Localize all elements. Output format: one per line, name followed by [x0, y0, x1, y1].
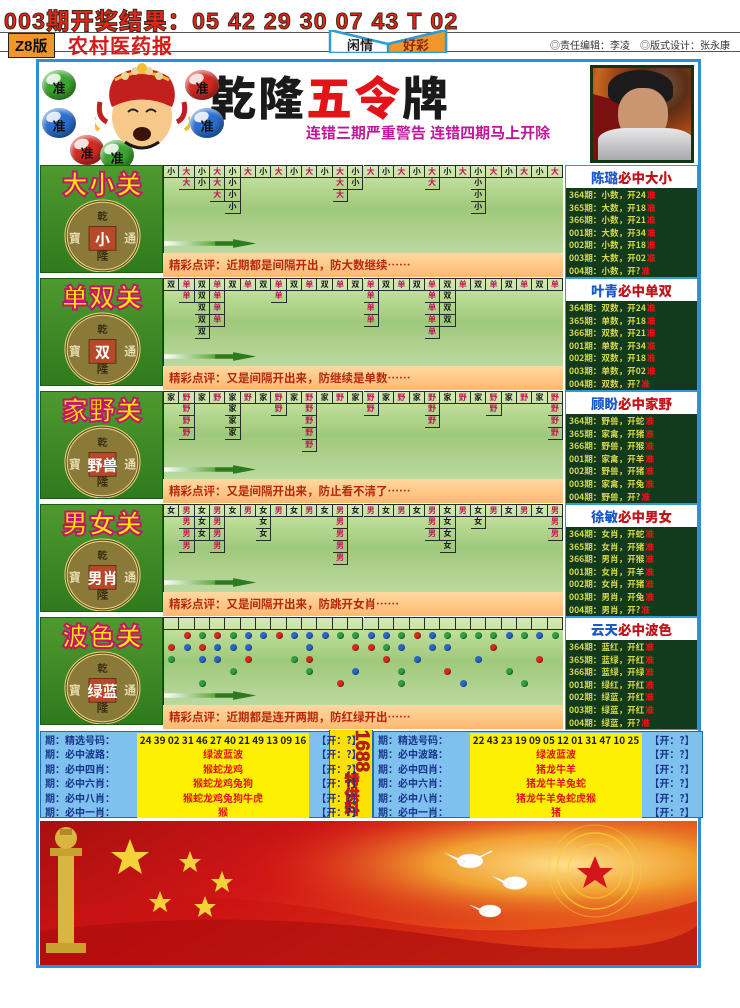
- svg-text:乾: 乾: [97, 662, 108, 675]
- svg-text:好彩: 好彩: [403, 38, 429, 53]
- svg-text:寶: 寶: [69, 457, 81, 471]
- svg-text:通: 通: [124, 683, 136, 697]
- svg-text:闲情: 闲情: [347, 38, 373, 53]
- svg-text:乾: 乾: [97, 436, 108, 449]
- svg-text:通: 通: [124, 457, 136, 471]
- svg-text:寶: 寶: [69, 683, 81, 697]
- svg-text:寶: 寶: [69, 344, 81, 358]
- svg-text:野兽: 野兽: [87, 457, 117, 475]
- svg-text:寶: 寶: [69, 231, 81, 245]
- svg-text:隆: 隆: [97, 588, 109, 602]
- svg-text:双: 双: [95, 345, 110, 362]
- svg-text:乾: 乾: [97, 549, 108, 562]
- svg-text:隆: 隆: [97, 249, 109, 263]
- svg-text:通: 通: [124, 344, 136, 358]
- svg-text:通: 通: [124, 231, 136, 245]
- svg-text:隆: 隆: [97, 475, 109, 489]
- svg-text:绿蓝: 绿蓝: [87, 683, 117, 701]
- svg-text:隆: 隆: [97, 701, 109, 715]
- svg-text:寶: 寶: [69, 570, 81, 584]
- svg-text:男肖: 男肖: [87, 571, 117, 588]
- svg-text:通: 通: [124, 570, 136, 584]
- svg-text:乾: 乾: [97, 323, 108, 336]
- svg-text:隆: 隆: [97, 362, 109, 376]
- svg-text:乾: 乾: [97, 210, 108, 223]
- svg-text:小: 小: [95, 232, 110, 249]
